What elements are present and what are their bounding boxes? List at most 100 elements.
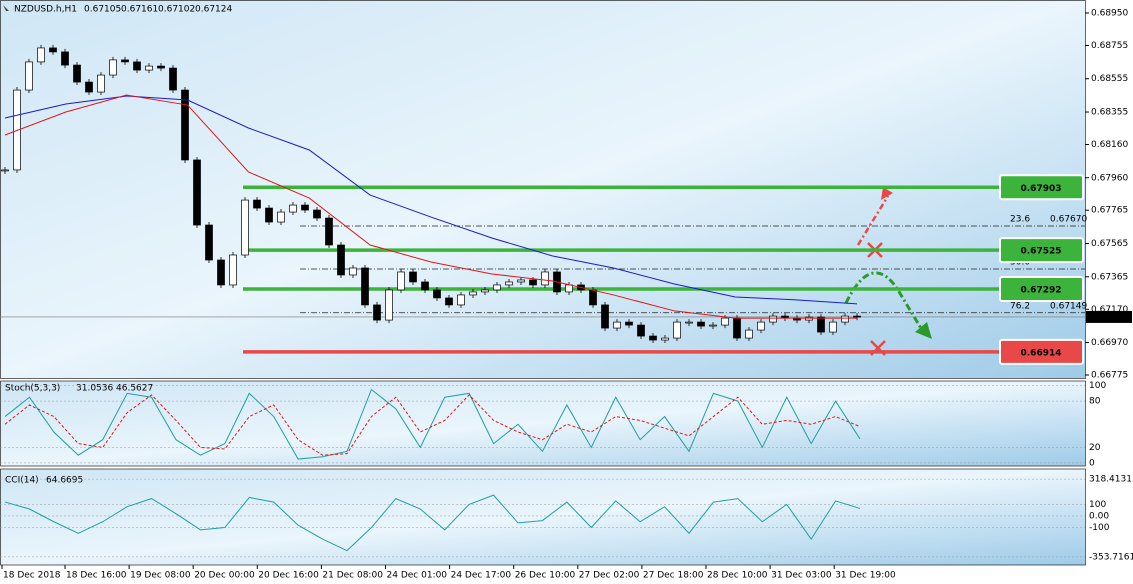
open: 0.67105 [84, 5, 121, 15]
y-tick-label: 0.67765 [1091, 206, 1128, 216]
candle-body [253, 199, 261, 209]
y-tick-label: 0.67960 [1091, 173, 1128, 183]
y-tick-label: 0.67170 [1091, 305, 1128, 315]
candle-body [121, 59, 129, 63]
candle-body [169, 67, 177, 91]
x-tick-label: 31 Dec 03:00 [771, 571, 832, 581]
candle-body [721, 317, 729, 326]
stoch-main: 31.0536 [76, 384, 113, 394]
candle-body [181, 89, 189, 161]
fib-price: 0.67149 [1050, 301, 1087, 311]
candle-body [265, 207, 273, 223]
candle-body [685, 321, 693, 324]
level-box [999, 338, 1084, 365]
candle-body [205, 224, 213, 261]
level-box [999, 275, 1084, 302]
candle-body [745, 329, 753, 339]
candle-body [457, 294, 465, 306]
candle-body [757, 321, 765, 331]
candle-body [433, 289, 441, 299]
candle-body [529, 279, 537, 286]
candle-body [421, 281, 429, 291]
level-label: 0.67525 [1021, 247, 1062, 257]
close: 0.67124 [195, 5, 232, 15]
y-tick-label: 0.66970 [1091, 338, 1128, 348]
y-tick-label: 0.68950 [1091, 8, 1128, 18]
stoch-tick-label: 20 [1089, 443, 1101, 453]
x-tick-label: 20 Dec 16:00 [258, 571, 319, 581]
fib-price: 0.67670 [1050, 215, 1087, 225]
candle-body [481, 289, 489, 293]
panel-borders [0, 0, 1086, 566]
candle-body [661, 337, 669, 341]
candle-body [229, 254, 237, 286]
cci-title: CCI(14) [5, 476, 39, 486]
candle-body [49, 47, 57, 53]
candle-body [301, 204, 309, 211]
y-tick-label: 0.67565 [1091, 239, 1128, 249]
x-tick-label: 27 Dec 18:00 [643, 571, 704, 581]
stoch-title: Stoch(5,3,3) [5, 384, 60, 394]
candle-body [397, 271, 405, 291]
y-tick-label: 0.68755 [1091, 41, 1128, 51]
stoch-line [4, 394, 861, 456]
candle-body [25, 61, 33, 91]
candle-body [841, 315, 849, 323]
candle-body [133, 61, 141, 71]
stoch-line [4, 388, 861, 460]
cci-tick-label: -353.7161 [1089, 552, 1133, 562]
candle-body [445, 297, 453, 306]
candle-body [649, 335, 657, 341]
cci-tick-label: 0.00 [1089, 511, 1109, 521]
candle-body [565, 284, 573, 293]
current-price-label: 0.67124 [1089, 312, 1126, 322]
low: 0.67102 [158, 5, 195, 15]
stoch-tick-label: 100 [1089, 381, 1106, 391]
moving-average [4, 95, 858, 305]
candle-body [493, 284, 501, 291]
candle-body [625, 321, 633, 326]
y-tick-label: 0.68555 [1091, 74, 1128, 84]
candle-body [241, 199, 249, 256]
moving-average [4, 94, 857, 319]
y-tick-label: 0.68160 [1091, 140, 1128, 150]
level-label: 0.66914 [1021, 348, 1062, 358]
y-tick-label: 0.67365 [1091, 272, 1128, 282]
candle-body [325, 217, 333, 246]
level-box [999, 174, 1084, 201]
candle-body [385, 289, 393, 321]
x-tick-label: 20 Dec 00:00 [194, 571, 255, 581]
candle-body [361, 267, 369, 306]
stoch-tick-label: 0 [1089, 458, 1095, 468]
candle-body [505, 281, 513, 286]
candle-body [289, 204, 297, 213]
cci-line [4, 494, 861, 552]
candle-body [85, 81, 93, 93]
stoch-signal: 46.5627 [116, 384, 153, 394]
candle-body [157, 65, 165, 69]
symbol: NZDUSD.h,H1 [14, 5, 77, 15]
candle-body [769, 315, 777, 323]
cci-tick-label: 318.4131 [1089, 475, 1132, 485]
candle-body [637, 324, 645, 337]
x-tick-label: 19 Dec 08:00 [130, 571, 191, 581]
candle-body [97, 74, 105, 93]
candle-body [193, 159, 201, 226]
header: NZDUSD.h,H1 0.67105 0.67161 0.67102 0.67… [3, 5, 232, 486]
candle-body [517, 279, 525, 283]
x-tick-label: 31 Dec 19:00 [835, 571, 896, 581]
candle-body [313, 209, 321, 219]
high: 0.67161 [121, 5, 158, 15]
candle-body [61, 51, 69, 66]
stoch-tick-label: 80 [1089, 397, 1101, 407]
candle-body [673, 321, 681, 339]
level-label: 0.67292 [1021, 285, 1062, 295]
fib-level: 23.6 [1010, 215, 1030, 225]
candle-body [349, 267, 357, 276]
stoch-panel [0, 381, 1085, 466]
candle-body [601, 304, 609, 329]
x-tick-label: 27 Dec 02:00 [579, 571, 640, 581]
candle-body [109, 59, 117, 76]
cci-tick-label: -100 [1089, 523, 1110, 533]
